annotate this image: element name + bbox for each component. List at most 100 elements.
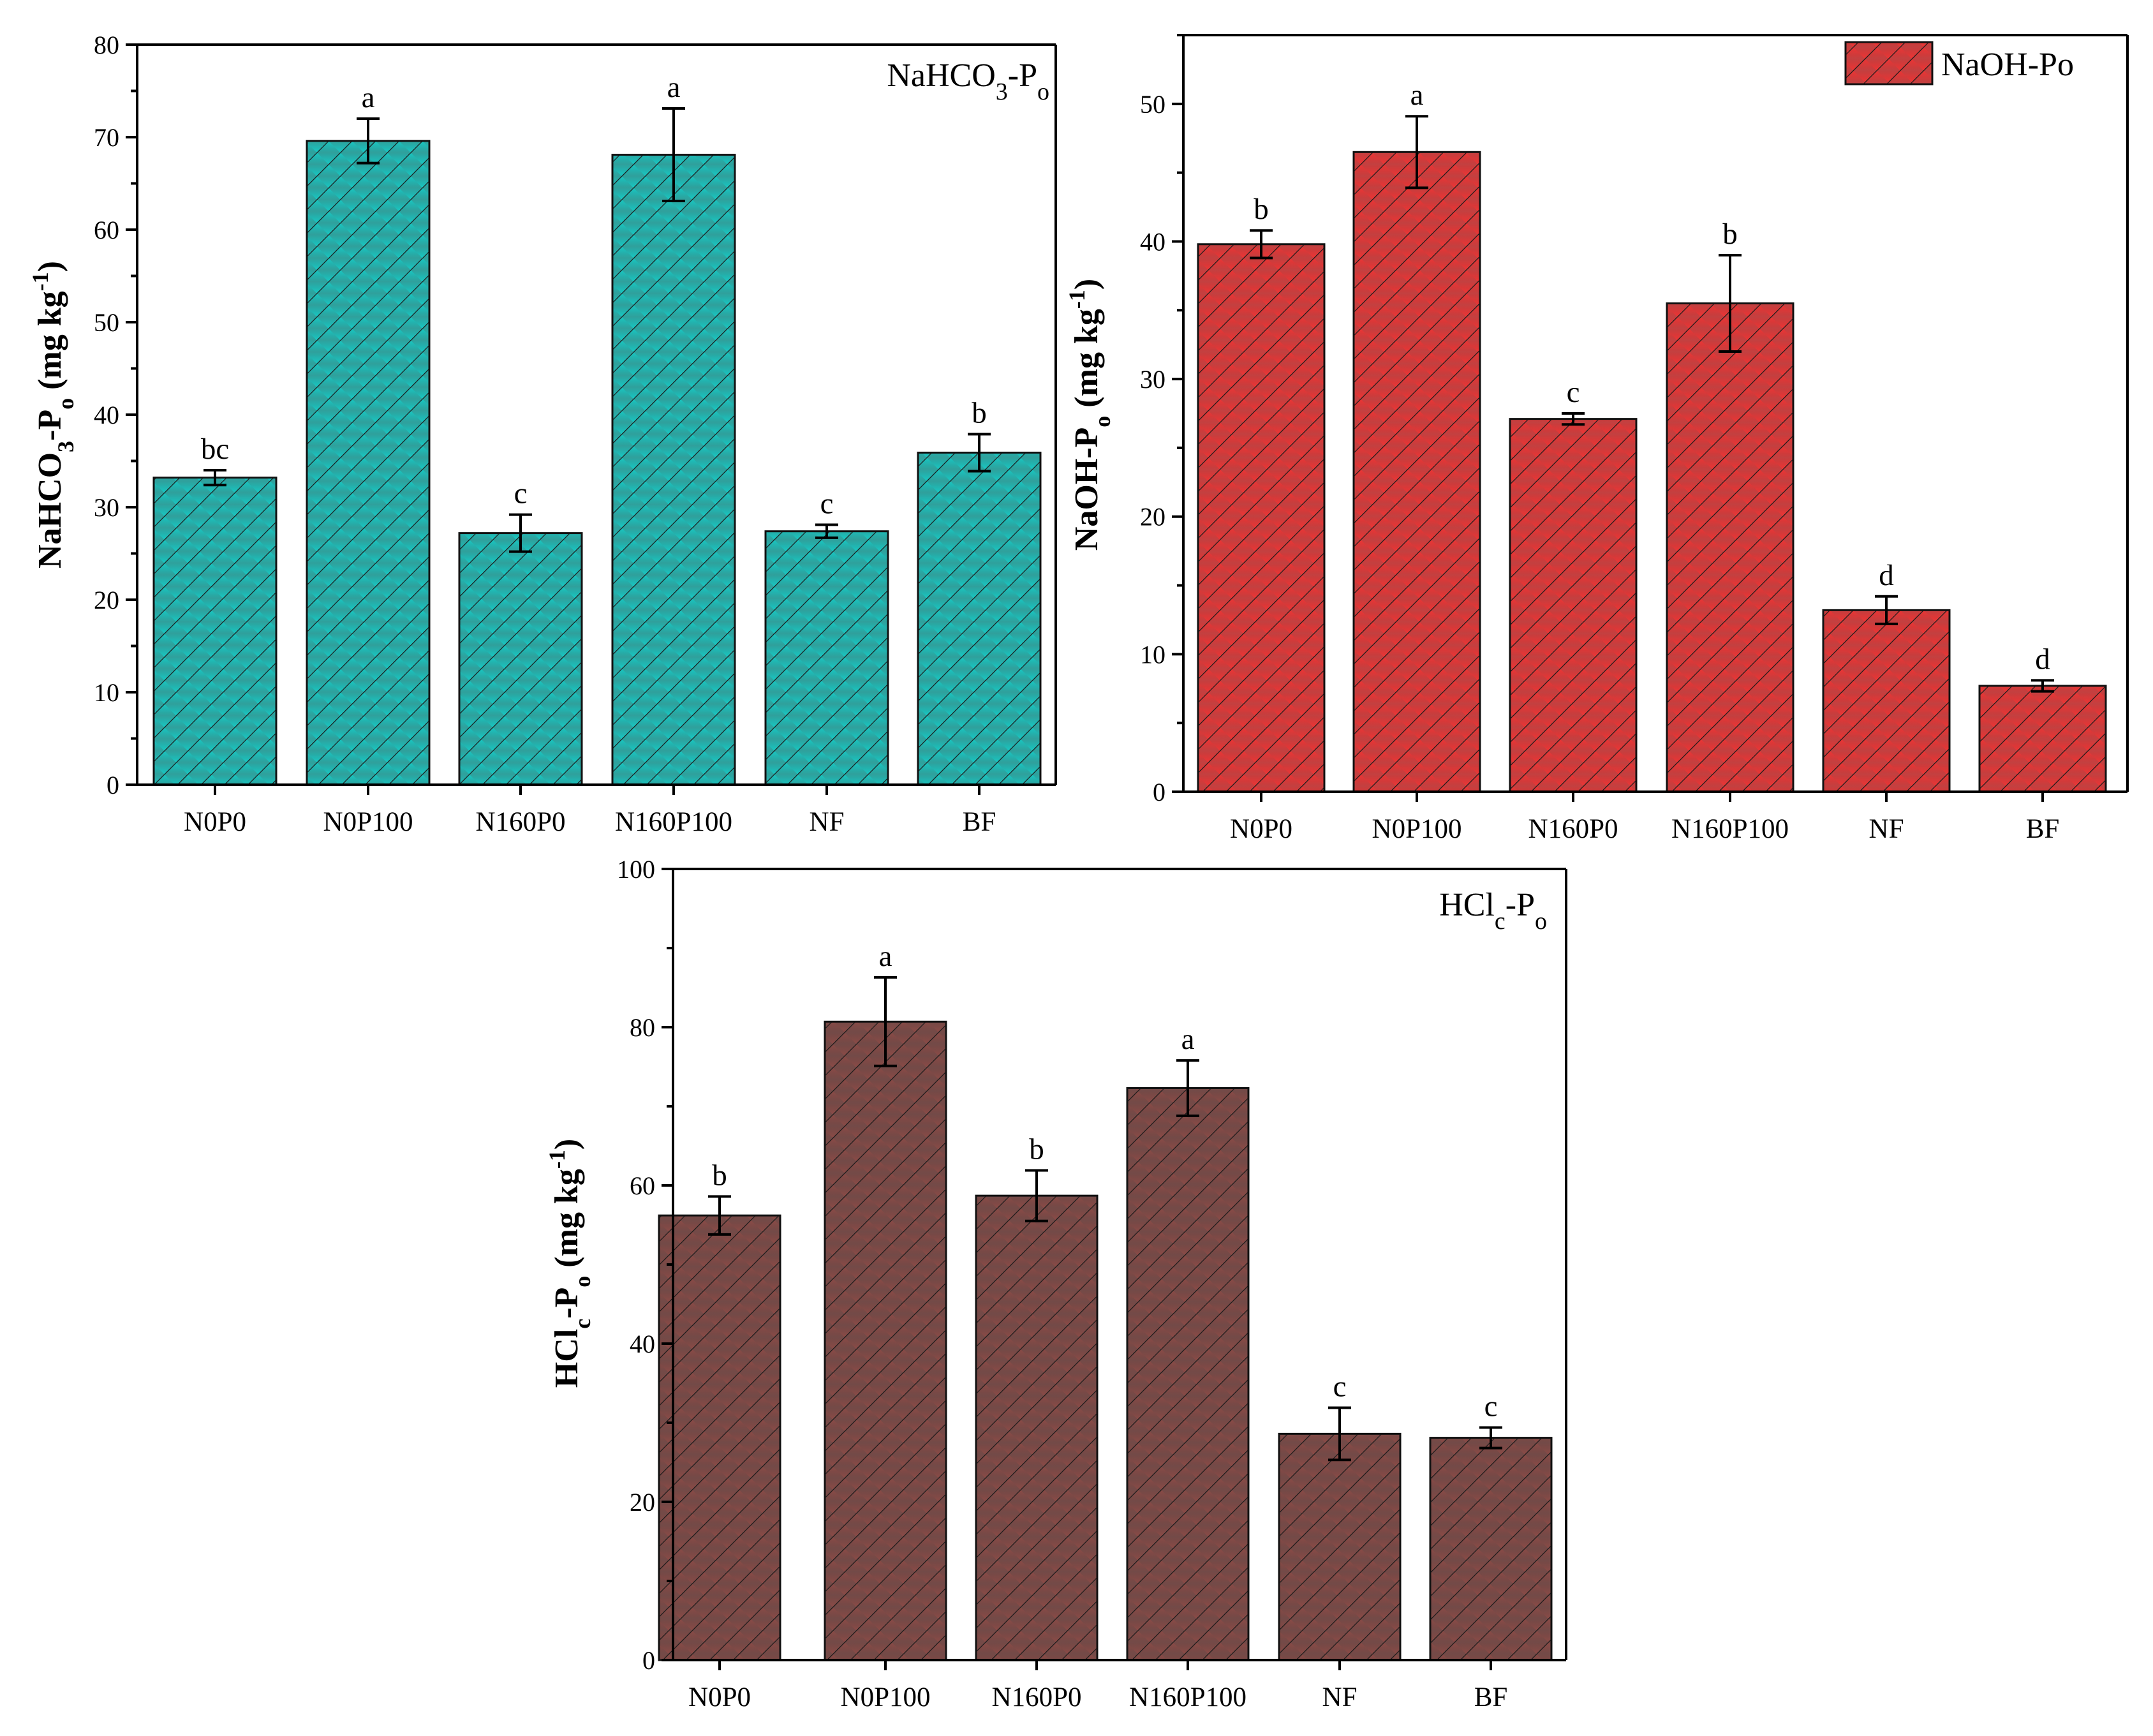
significance-letter: d [2035,642,2050,676]
error-bar [509,513,532,553]
bar-n0p0 [152,477,277,786]
significance-letter: b [972,396,987,429]
category-label: N160P100 [1671,814,1789,844]
bar-n160p100 [611,154,736,786]
y-tick-label: 10 [1140,640,1165,669]
significance-letter: c [1567,376,1580,409]
y-tick-label: 50 [94,308,119,337]
significance-letter: b [1029,1132,1044,1166]
y-axis-label: NaHCO3-Po (mg kg-1) [27,261,78,568]
naoh-po-chart: b N0P0 a N0P100 c N160P0 b N160P100 d NF d BF 0 10 20 3… [1064,34,2129,844]
significance-letter: a [879,940,892,973]
error-bar [357,117,380,165]
error-bar [662,107,685,203]
significance-letter: c [514,477,528,510]
y-axis-label: NaOH-Po (mg kg-1) [1064,279,1115,551]
error-bar [708,1195,731,1236]
legend-swatch [1844,41,1934,85]
category-label: N0P100 [841,1682,931,1712]
error-bar [2031,679,2054,693]
significance-letter: bc [201,433,229,466]
bar-n0p0 [1197,243,1326,793]
y-tick-label: 20 [630,1488,655,1517]
error-bar [1479,1426,1502,1450]
bar-n160p100 [1666,302,1794,793]
bar-n0p0 [658,1214,781,1661]
y-tick-label: 20 [1140,503,1165,531]
error-bar [874,976,897,1067]
significance-letter: c [1333,1370,1347,1403]
y-tick-label: 40 [1140,227,1165,256]
error-bar [1719,254,1742,353]
y-tick-label: 30 [94,493,119,522]
category-label: N0P100 [1372,814,1462,844]
y-tick-label: 80 [94,31,119,59]
significance-letter: b [1722,218,1738,251]
bar-bf [917,451,1042,786]
category-label: N160P0 [1528,814,1618,844]
significance-letter: d [1879,559,1894,592]
error-bar [1250,229,1273,260]
nahco3-po-chart: bc N0P0 a N0P100 c N160P0 a N160P100 c NF b BF 0 10 20… [27,31,1057,837]
significance-letter: b [712,1159,727,1192]
bar-nf [764,530,889,786]
error-bar [1025,1169,1048,1222]
significance-letter: c [820,487,834,521]
category-label: N0P0 [1230,814,1292,844]
category-label: NF [810,807,845,837]
category-label: BF [1474,1682,1508,1712]
bar-n160p0 [458,532,583,786]
y-tick-label: 40 [94,401,119,429]
bar-n160p0 [1509,418,1638,793]
category-label: N160P0 [476,807,566,837]
legend-label: NaOH-Po [1941,47,2074,83]
bar-n0p100 [306,140,431,786]
error-bar [1875,595,1898,625]
bar-bf [1429,1437,1553,1661]
category-label: N0P0 [184,807,246,837]
y-tick-label: 10 [94,678,119,707]
category-label: NF [1869,814,1904,844]
significance-letter: b [1254,193,1269,226]
y-tick-label: 0 [107,771,119,799]
error-bar [968,433,991,473]
y-axis-label: HClc-Po (mg kg-1) [544,1139,595,1388]
y-tick-label: 50 [1140,90,1165,119]
bar-nf [1822,609,1951,793]
y-tick-label: 70 [94,123,119,152]
y-tick-label: 0 [642,1646,655,1675]
significance-letter: a [362,81,375,114]
y-tick-label: 100 [617,855,655,884]
error-bar [1176,1059,1199,1117]
bar-n0p100 [1352,151,1481,793]
panel-label: NaHCO3-Po [887,57,1049,105]
significance-letter: c [1484,1390,1498,1423]
significance-letter: a [1410,78,1424,112]
category-label: NF [1322,1682,1358,1712]
bar-n160p0 [975,1194,1099,1661]
category-label: N0P0 [688,1682,751,1712]
y-tick-label: 0 [1153,778,1165,806]
error-bar [1328,1406,1351,1462]
category-label: N0P100 [323,807,413,837]
category-label: N160P0 [992,1682,1082,1712]
y-tick-label: 20 [94,586,119,614]
y-tick-label: 80 [630,1013,655,1042]
category-label: BF [963,807,996,837]
error-bar [1562,412,1585,426]
bar-nf [1278,1432,1402,1661]
error-bar [1405,115,1428,189]
panel-label: HClc-Po [1439,887,1547,935]
legend: NaOH-Po [1844,41,2074,85]
error-bar [203,469,226,487]
error-bar [815,523,838,539]
category-label: N160P100 [615,807,732,837]
significance-letter: a [1181,1023,1195,1056]
bar-n160p100 [1126,1087,1250,1661]
category-label: N160P100 [1129,1682,1247,1712]
y-tick-label: 40 [630,1330,655,1358]
bar-n0p100 [824,1020,947,1661]
bar-bf [1978,685,2107,793]
hclc-po-chart: b N0P0 a N0P100 b N160P0 a N160P100 c NF c BF 0 20 40 6… [544,855,1567,1712]
